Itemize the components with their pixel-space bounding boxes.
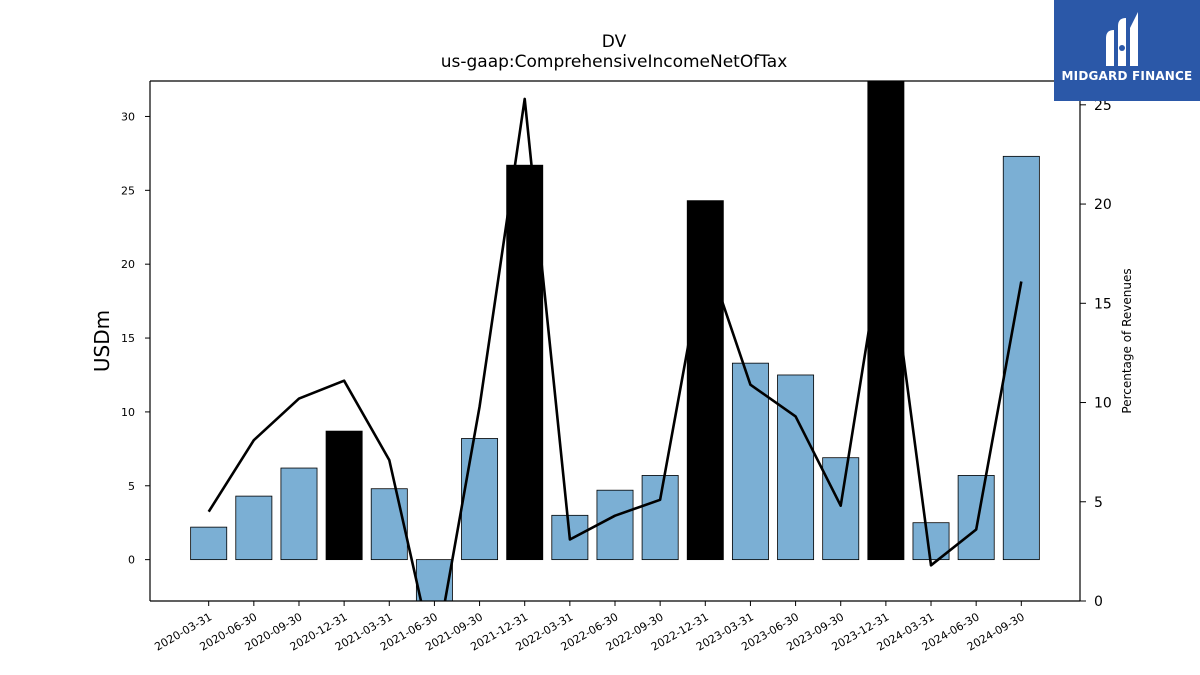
y2-tick-label: 25 xyxy=(1094,98,1112,114)
bar-2022-12-31 xyxy=(686,200,724,561)
y2-tick-label: 5 xyxy=(1094,495,1103,511)
bar-2022-06-30 xyxy=(596,489,634,561)
bar-2021-03-31 xyxy=(370,488,408,561)
y-tick-label: 15 xyxy=(121,332,135,345)
bar-2020-09-30 xyxy=(280,467,318,561)
bar-2020-06-30 xyxy=(235,495,273,561)
line-group xyxy=(207,97,1023,601)
bar-2024-06-30 xyxy=(957,475,995,561)
y2-axis-label: Percentage of Revenues xyxy=(1120,268,1134,413)
y-tick-label: 25 xyxy=(121,184,135,197)
percentage-line xyxy=(207,97,1023,601)
y2-tick-label: 15 xyxy=(1094,296,1112,312)
bar-2024-03-31 xyxy=(912,522,950,561)
bar-2024-09-30 xyxy=(1002,155,1040,561)
bar-2023-03-31 xyxy=(731,362,769,561)
y2-tick-label: 10 xyxy=(1094,396,1112,412)
bar-group xyxy=(190,81,1040,601)
bar-2023-09-30 xyxy=(822,457,860,561)
bar-2021-09-30 xyxy=(461,438,499,561)
y-tick-label: 0 xyxy=(128,554,135,567)
y-tick-label: 5 xyxy=(128,480,135,493)
bar-2022-09-30 xyxy=(641,475,679,561)
company-logo: MIDGARD FINANCE xyxy=(1054,0,1200,101)
bar-2023-06-30 xyxy=(777,374,815,561)
bar-2021-12-31 xyxy=(506,164,544,561)
chart-subtitle: us-gaap:ComprehensiveIncomeNetOfTax xyxy=(440,52,788,72)
chart-title: DV xyxy=(601,32,627,52)
y-axis-label: USDm xyxy=(90,310,114,372)
y-tick-label: 10 xyxy=(121,406,135,419)
y-tick-label: 20 xyxy=(121,258,135,271)
y2-tick-label: 0 xyxy=(1094,594,1103,610)
bar-2021-06-30 xyxy=(415,559,453,601)
logo-text: MIDGARD FINANCE xyxy=(1061,69,1193,83)
y-tick-label: 30 xyxy=(121,110,135,123)
logo-mark-icon xyxy=(1106,12,1138,66)
axes: 05101520253005101520252020-03-312020-06-… xyxy=(90,80,1134,654)
bar-2020-03-31 xyxy=(190,526,228,561)
bar-2020-12-31 xyxy=(325,430,363,561)
y2-tick-label: 20 xyxy=(1094,197,1112,213)
